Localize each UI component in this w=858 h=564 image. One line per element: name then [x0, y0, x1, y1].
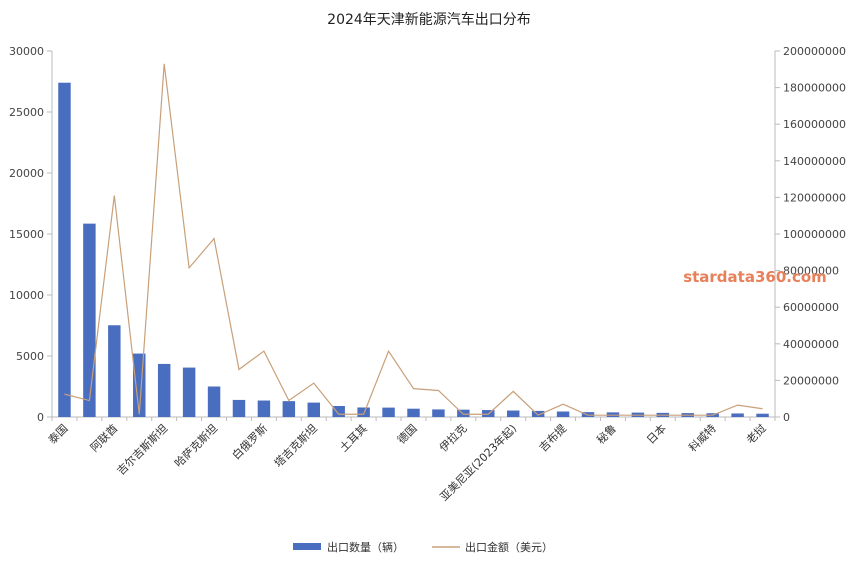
- bar: [58, 82, 71, 417]
- y-left-tick-label: 30000: [9, 45, 44, 58]
- bar: [307, 402, 321, 417]
- bar: [432, 409, 445, 417]
- y-right-tick-label: 160000000: [783, 118, 846, 131]
- y-right-tick-label: 200000000: [783, 45, 846, 58]
- bar: [257, 400, 271, 417]
- bar: [382, 407, 395, 417]
- legend: 出口数量（辆） 出口金额（美元）: [293, 540, 553, 554]
- y-left-tick-label: 20000: [9, 167, 44, 180]
- category-label: 土耳其: [337, 422, 370, 455]
- category-label: 伊拉克: [436, 421, 469, 454]
- bar: [506, 410, 520, 417]
- category-label: 阿联酋: [87, 421, 120, 454]
- y-right-tick-label: 100000000: [783, 228, 846, 241]
- bar: [407, 408, 420, 417]
- watermark: stardata360.com: [683, 268, 827, 286]
- bar: [83, 223, 96, 417]
- bar: [182, 367, 196, 417]
- y-right-tick-label: 0: [783, 411, 790, 424]
- bar: [282, 401, 296, 417]
- bar: [457, 409, 470, 417]
- y-left-tick-label: 25000: [9, 106, 44, 119]
- category-label: 塔吉克斯坦: [271, 421, 320, 470]
- line-series: [64, 63, 763, 416]
- bar: [357, 407, 370, 417]
- y-right-tick-label: 20000000: [783, 374, 839, 387]
- bar: [332, 406, 345, 417]
- y-right-tick-label: 40000000: [783, 338, 839, 351]
- y-left-tick-label: 0: [37, 411, 44, 424]
- legend-label-bar: 出口数量（辆）: [327, 540, 404, 554]
- category-label: 科威特: [686, 421, 719, 454]
- bar: [531, 410, 545, 417]
- y-left-tick-label: 10000: [9, 289, 44, 302]
- bar-series: [58, 82, 769, 417]
- category-label: 日本: [643, 421, 668, 446]
- category-label: 泰国: [45, 421, 70, 446]
- category-label: 哈萨克斯坦: [171, 421, 220, 470]
- bar: [157, 363, 171, 417]
- y-left-tick-label: 15000: [9, 228, 44, 241]
- y-left-tick-label: 5000: [16, 350, 44, 363]
- y-right-tick-label: 140000000: [783, 155, 846, 168]
- bar: [207, 386, 221, 417]
- bar: [756, 413, 769, 417]
- legend-label-line: 出口金额（美元）: [465, 540, 553, 554]
- y-right-tick-label: 80000000: [783, 265, 839, 278]
- bar: [232, 399, 246, 417]
- y-right-tick-label: 60000000: [783, 301, 839, 314]
- category-label: 老挝: [743, 421, 768, 446]
- category-label: 秘鲁: [594, 421, 619, 446]
- bar: [108, 325, 121, 417]
- chart-title: 2024年天津新能源汽车出口分布: [327, 11, 531, 28]
- category-label: 白俄罗斯: [229, 421, 270, 462]
- legend-swatch-bar: [293, 543, 321, 550]
- category-label: 德国: [394, 421, 419, 446]
- category-label: 吉布提: [537, 422, 570, 455]
- axes: 0 5000 10000 15000 20000 25000 30000 0 20000000 4…: [9, 45, 846, 424]
- y-right-tick-label: 180000000: [783, 82, 846, 95]
- line-series-path: [64, 63, 763, 416]
- bar: [556, 411, 570, 417]
- bar: [731, 413, 744, 417]
- category-label: 吉尔吉斯斯坦: [114, 421, 171, 478]
- y-right-tick-label: 120000000: [783, 191, 846, 204]
